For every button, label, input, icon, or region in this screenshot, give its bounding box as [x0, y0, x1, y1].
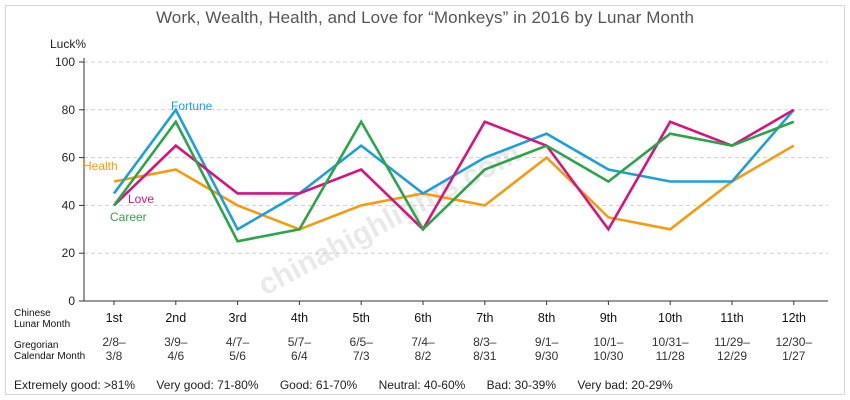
- legend-very-good: Very good: 71-80%: [156, 378, 259, 392]
- row-label-gregorian-2: Calendar Month: [14, 351, 85, 362]
- series-line-career: [112, 119, 795, 243]
- legend-very-bad: Very bad: 20-29%: [577, 378, 673, 392]
- gregorian-range-start-1st: 2/8–: [102, 335, 126, 349]
- x-tick-label-11th: 11th: [720, 311, 743, 325]
- gregorian-range-end-2nd: 4/6: [167, 349, 184, 363]
- gregorian-range-start-12th: 12/30–: [775, 335, 812, 349]
- series-label-fortune: Fortune: [171, 99, 213, 113]
- gregorian-range-end-1st: 3/8: [106, 349, 123, 363]
- gregorian-range-end-9th: 10/30: [593, 349, 623, 363]
- row-label-lunar-2: Lunar Month: [14, 319, 70, 330]
- x-tick-label-4th: 4th: [291, 311, 308, 325]
- legend-bad: Bad: 30-39%: [486, 378, 557, 392]
- legend-good: Good: 61-70%: [279, 378, 358, 392]
- gregorian-range-start-2nd: 3/9–: [164, 335, 188, 349]
- series-label-health: Health: [83, 159, 118, 173]
- y-tick-label-100: 100: [55, 55, 75, 69]
- x-tick-label-5th: 5th: [353, 311, 370, 325]
- chart-title: Work, Wealth, Health, and Love for “Monk…: [155, 8, 695, 27]
- watermark: chinahighlights.com: [253, 136, 526, 302]
- gregorian-range-start-9th: 10/1–: [593, 335, 623, 349]
- x-tick-label-3rd: 3rd: [229, 311, 247, 325]
- gregorian-range-start-5th: 6/5–: [350, 335, 374, 349]
- x-tick-label-12th: 12th: [782, 311, 806, 325]
- x-tick-label-1st: 1st: [106, 311, 123, 325]
- gregorian-range-end-5th: 7/3: [353, 349, 370, 363]
- luck-scale-legend: Extremely good: >81% Very good: 71-80% G…: [14, 378, 691, 392]
- chart-frame: [5, 5, 845, 395]
- gregorian-range-start-4th: 5/7–: [288, 335, 312, 349]
- gregorian-range-end-4th: 6/4: [291, 349, 308, 363]
- y-tick-label-40: 40: [62, 198, 76, 212]
- gregorian-range-start-8th: 9/1–: [535, 335, 559, 349]
- series-line-love: [113, 108, 795, 232]
- legend-extremely-good: Extremely good: >81%: [14, 378, 136, 392]
- x-tick-label-7th: 7th: [476, 311, 493, 325]
- row-label-gregorian-1: Gregorian: [14, 340, 58, 351]
- y-tick-label-20: 20: [62, 246, 76, 260]
- gregorian-range-end-3rd: 5/6: [229, 349, 246, 363]
- gregorian-range-start-11th: 11/29–: [714, 335, 750, 349]
- series-label-love: Love: [128, 192, 154, 206]
- x-tick-label-2nd: 2nd: [165, 311, 186, 325]
- x-tick-label-9th: 9th: [600, 311, 617, 325]
- y-tick-label-80: 80: [62, 103, 76, 117]
- row-label-lunar-1: Chinese: [14, 308, 51, 319]
- gregorian-range-end-7th: 8/31: [473, 349, 497, 363]
- legend-neutral: Neutral: 40-60%: [378, 378, 466, 392]
- x-tick-label-6th: 6th: [414, 311, 431, 325]
- gregorian-range-start-7th: 8/3–: [473, 335, 497, 349]
- gregorian-range-start-3rd: 4/7–: [226, 335, 250, 349]
- gregorian-range-start-6th: 7/4–: [411, 335, 435, 349]
- x-tick-label-8th: 8th: [538, 311, 555, 325]
- gregorian-range-end-6th: 8/2: [415, 349, 432, 363]
- gregorian-range-start-10th: 10/31–: [652, 335, 689, 349]
- gregorian-range-end-8th: 9/30: [535, 349, 559, 363]
- series-label-career: Career: [110, 210, 147, 224]
- y-axis-label: Luck%: [50, 37, 86, 51]
- gregorian-range-end-10th: 11/28: [656, 349, 685, 363]
- y-tick-label-0: 0: [68, 294, 75, 308]
- gregorian-range-end-11th: 12/29: [717, 349, 747, 363]
- gregorian-range-end-12th: 1/27: [782, 349, 806, 363]
- y-tick-label-60: 60: [62, 151, 76, 165]
- x-tick-label-10th: 10th: [658, 311, 682, 325]
